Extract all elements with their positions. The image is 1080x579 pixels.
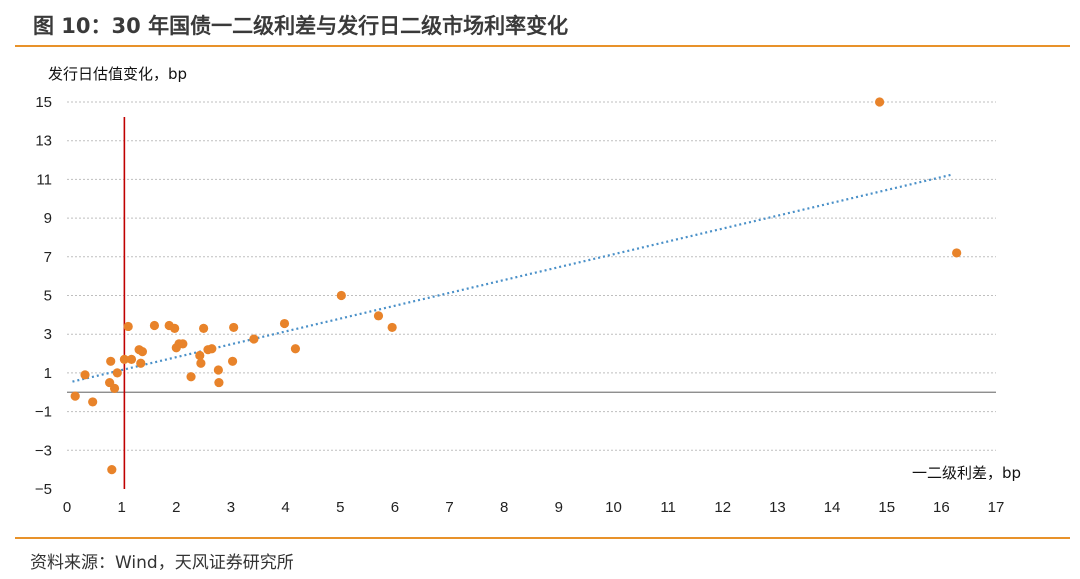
figure-title: 图 10：30 年国债一二级利差与发行日二级市场利率变化	[33, 14, 569, 38]
data-point	[249, 334, 259, 344]
x-tick-label: 9	[555, 499, 563, 516]
y-tick-label: 11	[36, 171, 52, 188]
data-point	[214, 377, 224, 388]
y-tick-label: 9	[44, 210, 52, 227]
grid-lines	[67, 101, 996, 451]
data-point	[387, 322, 397, 333]
data-point	[195, 350, 205, 361]
data-point	[213, 365, 223, 375]
data-point	[207, 344, 217, 354]
y-tick-label: −5	[35, 481, 52, 498]
y-tick-label: −3	[35, 442, 52, 459]
x-tick-label: 12	[714, 499, 731, 516]
data-point	[112, 368, 122, 378]
data-point	[137, 347, 148, 357]
data-point	[126, 354, 137, 364]
x-tick-label: 3	[227, 499, 235, 516]
x-tick-label: 6	[391, 499, 399, 516]
data-point	[149, 320, 160, 331]
trendline	[72, 173, 953, 383]
data-point	[106, 356, 116, 366]
x-tick-label: 8	[500, 499, 508, 516]
x-tick-label: 14	[824, 499, 841, 516]
data-point	[875, 97, 885, 107]
x-tick-label: 2	[172, 499, 180, 516]
data-point	[136, 358, 146, 368]
x-tick-label: 15	[878, 499, 895, 516]
data-point	[196, 358, 206, 368]
data-point	[178, 339, 188, 349]
data-point	[336, 290, 346, 301]
x-tick-label: 5	[336, 499, 344, 516]
title-divider	[15, 45, 1070, 47]
x-tick-labels: 0 1 2 3 4 5 6 7 8 9 10 11 12 13 14 15 16 17	[63, 499, 1005, 516]
data-points	[70, 97, 962, 475]
data-point	[279, 318, 290, 329]
data-point	[119, 354, 129, 364]
data-point	[199, 323, 209, 333]
data-point	[373, 311, 384, 321]
x-tick-label: 0	[63, 499, 71, 516]
y-tick-label: 1	[44, 365, 52, 382]
data-point	[107, 465, 117, 475]
x-tick-label: 10	[605, 499, 622, 516]
x-axis-label: 一二级利差，bp	[912, 464, 1021, 482]
x-tick-label: 17	[988, 499, 1005, 516]
x-tick-label: 1	[117, 499, 125, 516]
data-point	[80, 370, 90, 380]
x-tick-label: 13	[769, 499, 786, 516]
data-point	[123, 321, 133, 332]
data-point	[952, 248, 962, 258]
y-tick-label: −1	[35, 404, 52, 421]
footer-divider	[15, 537, 1070, 539]
y-tick-label: 7	[44, 249, 52, 266]
y-tick-label: 13	[35, 133, 52, 150]
data-point	[88, 397, 98, 407]
data-point	[109, 383, 120, 393]
y-axis-label: 发行日估值变化，bp	[48, 65, 187, 83]
data-point	[227, 356, 238, 366]
data-point	[229, 322, 239, 333]
y-tick-label: 3	[44, 326, 52, 343]
data-point	[70, 391, 80, 401]
x-tick-label: 7	[445, 499, 453, 516]
data-point	[170, 323, 180, 333]
x-tick-label: 11	[660, 499, 676, 516]
source-note: 资料来源：Wind，天风证券研究所	[30, 553, 294, 573]
x-tick-label: 16	[933, 499, 950, 516]
x-tick-label: 4	[281, 499, 289, 516]
data-point	[290, 344, 301, 354]
y-tick-label: 15	[35, 94, 52, 111]
y-tick-label: 5	[44, 288, 52, 305]
data-point	[186, 372, 196, 382]
